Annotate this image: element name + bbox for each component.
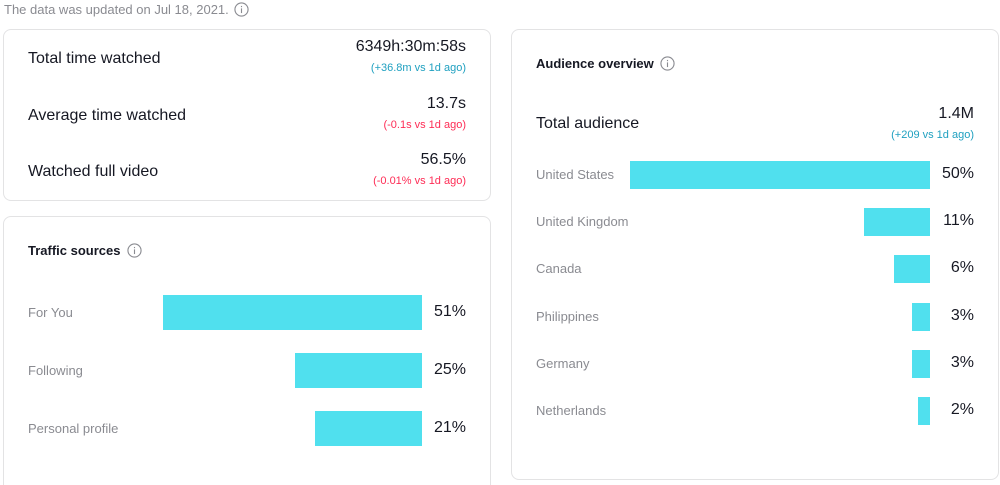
metric-delta: (-0.01% vs 1d ago) (373, 175, 466, 187)
metric-watched-full-video: Watched full video 56.5% (-0.01% vs 1d a… (28, 151, 466, 201)
bar (912, 349, 930, 378)
total-audience-label: Total audience (536, 115, 640, 132)
bar-value-label: 6% (950, 259, 974, 277)
bar (630, 161, 930, 189)
audience-overview-title: Audience overview (536, 56, 675, 71)
audience-overview-card: Audience overview Total audience 1.4M (+… (511, 29, 999, 480)
metric-value: 6349h:30m:58s (355, 38, 466, 55)
total-audience-delta: (+209 vs 1d ago) (891, 129, 974, 141)
metric-average-time-watched: Average time watched 13.7s (-0.1s vs 1d … (28, 95, 466, 145)
total-audience-value: 1.4M (938, 105, 974, 122)
metric-label: Total time watched (28, 50, 161, 67)
metric-value: 13.7s (426, 95, 466, 112)
metric-label: Watched full video (28, 163, 159, 180)
bar-label: Germany (536, 355, 590, 371)
traffic-sources-card: Traffic sources For You 51% Following 25% Pe… (3, 216, 491, 485)
bar-label: For You (28, 304, 73, 320)
bar-label: Philippines (536, 308, 599, 324)
bar (894, 255, 930, 284)
metric-value: 56.5% (420, 151, 466, 168)
bar-value-label: 3% (950, 306, 974, 324)
bar (163, 295, 422, 330)
bar-value-label: 21% (433, 418, 466, 436)
metric-delta: (-0.1s vs 1d ago) (383, 119, 466, 131)
bar (864, 208, 930, 237)
bar-value-label: 2% (950, 401, 974, 418)
bar-label: Personal profile (28, 420, 119, 436)
video-metrics-card: Total time watched 6349h:30m:58s (+36.8m… (3, 29, 491, 201)
bar-label: United States (536, 167, 615, 182)
bar-label: United Kingdom (536, 214, 629, 230)
metric-delta: (+36.8m vs 1d ago) (370, 62, 466, 74)
info-icon[interactable] (126, 243, 142, 258)
traffic-sources-title: Traffic sources (28, 243, 142, 258)
bar-value-label: 11% (943, 212, 974, 230)
last-updated-note: The data was updated on Jul 18, 2021. (4, 0, 249, 18)
bar-value-label: 50% (941, 165, 974, 182)
info-icon[interactable] (234, 1, 249, 17)
bar-label: Following (28, 362, 83, 378)
bar-label: Netherlands (536, 403, 607, 418)
bar-value-label: 3% (950, 353, 974, 371)
metric-label: Average time watched (28, 107, 187, 124)
info-icon[interactable] (660, 56, 675, 71)
metric-total-time-watched: Total time watched 6349h:30m:58s (+36.8m… (28, 38, 466, 88)
bar (912, 302, 930, 331)
bar-value-label: 51% (433, 302, 466, 320)
traffic-sources-heading: Traffic sources (28, 243, 121, 258)
last-updated-text: The data was updated on Jul 18, 2021. (4, 1, 229, 17)
audience-overview-heading: Audience overview (536, 56, 654, 71)
bar (918, 397, 930, 425)
bar (295, 353, 422, 388)
bar (315, 411, 422, 446)
bar-label: Canada (536, 261, 582, 277)
bar-value-label: 25% (433, 360, 466, 378)
